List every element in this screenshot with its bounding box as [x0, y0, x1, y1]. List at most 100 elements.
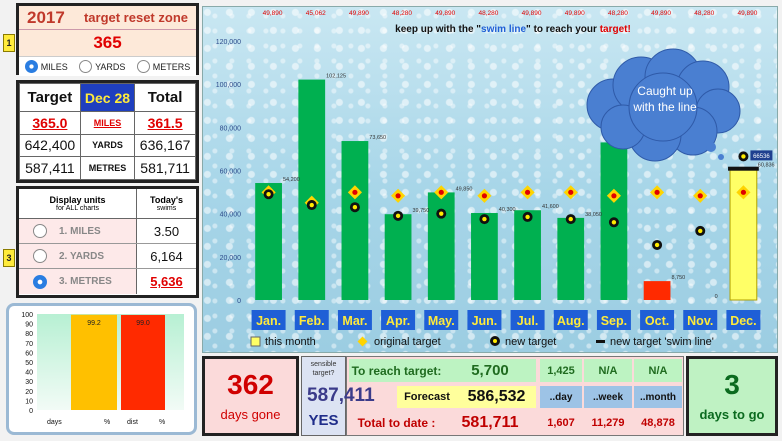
- main-chart-svg: 120,000 100,000 80,000 60,000 40,000 20,000 0 k…: [216, 10, 775, 348]
- y-tick-label: 100,000: [216, 82, 241, 89]
- new-target-marker-center: [352, 204, 358, 210]
- x-label-bg: [251, 310, 286, 330]
- y-tick-label: 0: [237, 298, 241, 305]
- mini-y-tick: 30: [25, 379, 33, 386]
- zone-tag: 1: [3, 34, 15, 52]
- units-row-metres[interactable]: 3. METRES 5,636: [19, 269, 196, 294]
- mini-bar: [121, 314, 165, 410]
- new-target-marker-center: [395, 213, 401, 219]
- rate-month-label: ..month: [634, 386, 682, 408]
- x-tick-label: Aug.: [557, 314, 585, 328]
- bar-this-month[interactable]: [427, 192, 455, 300]
- header-target: Target: [19, 83, 81, 112]
- units-radio-miles[interactable]: [33, 224, 47, 238]
- days-to-go-label: days to go: [699, 407, 765, 422]
- top-target-label: 48,280: [392, 10, 412, 17]
- bar-this-month[interactable]: [643, 281, 671, 300]
- units-radio-yards[interactable]: [33, 249, 47, 263]
- units-label-yards: 2. YARDS: [59, 250, 105, 262]
- radio-yards-label: YARDS: [95, 61, 126, 72]
- units-row-yards[interactable]: 2. YARDS 6,164: [19, 244, 196, 269]
- bar-value-label: 73,650: [369, 135, 386, 141]
- units-label-miles: 1. MILES: [59, 225, 101, 237]
- original-target-dot: [438, 189, 444, 195]
- callout-cloud-trail: [718, 154, 724, 160]
- x-label-bg: [467, 310, 502, 330]
- total-miles: 361.5: [134, 111, 196, 135]
- mini-bar-label: 99.0: [136, 320, 150, 327]
- today-yards: 6,164: [150, 248, 183, 264]
- bar-this-month[interactable]: [384, 214, 412, 300]
- radio-meters[interactable]: METERS: [136, 57, 190, 76]
- days-to-go-panel: 3 days to go: [686, 356, 778, 436]
- top-target-label: 45,062: [306, 10, 326, 17]
- radio-meters-circle[interactable]: [136, 60, 150, 73]
- new-target-marker-center: [741, 154, 746, 159]
- bar-this-month[interactable]: [255, 183, 282, 300]
- sensible-target-metres: 587,411: [307, 385, 375, 406]
- swim-line-label: 66536: [753, 154, 770, 160]
- units-row-miles[interactable]: 1. MILES 3.50: [19, 219, 196, 244]
- callout-cloud: Caught up with the line: [586, 48, 741, 162]
- radio-miles[interactable]: MILES: [24, 57, 68, 76]
- top-target-label: 49,890: [435, 10, 455, 17]
- units-label-metres: 3. METRES: [59, 276, 112, 287]
- radio-miles-circle[interactable]: [24, 60, 38, 73]
- bar-value-label: 41,600: [542, 204, 559, 210]
- x-label-bg: [553, 310, 588, 330]
- bar-this-month[interactable]: [341, 141, 369, 300]
- mini-y-tick: 40: [25, 370, 33, 377]
- bar-this-month[interactable]: [557, 217, 585, 300]
- bar-value-label: 60,836: [758, 163, 775, 169]
- bar-this-month[interactable]: [298, 79, 326, 301]
- zone-title: target reset zone: [83, 10, 188, 25]
- mini-x-label: dist: [127, 419, 138, 426]
- top-target-label: 49,890: [263, 10, 283, 17]
- new-target-marker-center: [266, 192, 271, 197]
- to-reach-value: 5,700: [444, 359, 536, 382]
- bar-value-label: 102,125: [326, 74, 346, 80]
- days-gone-label: days gone: [220, 407, 281, 422]
- zone-value[interactable]: 365: [93, 33, 122, 52]
- legend-swim-line: new target 'swim line': [610, 336, 714, 348]
- rate-week-bottom: 11,279: [591, 417, 625, 429]
- rate-day-top: 1,425: [540, 359, 582, 382]
- new-target-marker-center: [482, 216, 487, 222]
- zone-unit-radios: MILES YARDS METERS: [19, 56, 196, 76]
- new-target-marker-center: [698, 228, 703, 234]
- sensible-answer: YES: [308, 412, 339, 429]
- x-label-bg: [510, 310, 545, 330]
- original-target-dot: [524, 189, 531, 195]
- bar-this-month[interactable]: [471, 213, 498, 300]
- radio-yards-circle[interactable]: [79, 60, 93, 73]
- new-target-marker-center: [568, 216, 573, 222]
- x-label-bg: [683, 310, 718, 330]
- bar-value-label: 39,750: [412, 208, 429, 214]
- sensible-target-panel: sensible target? YES: [301, 356, 346, 436]
- new-target-marker-center: [611, 220, 617, 225]
- today-header-title: Today's: [150, 195, 183, 205]
- mini-y-tick: 60: [25, 350, 33, 357]
- bar-value-label: 0: [715, 294, 718, 300]
- callout-text-line1: Caught up: [637, 84, 693, 98]
- radio-yards[interactable]: YARDS: [79, 57, 125, 76]
- target-yards: 642,400: [19, 133, 81, 158]
- mini-y-tick: 20: [25, 389, 33, 396]
- mini-y-tick: 90: [25, 322, 33, 329]
- callout-cloud-trail: [706, 142, 716, 152]
- units-radio-metres[interactable]: [33, 274, 47, 289]
- bar-value-label: 38,050: [585, 212, 602, 218]
- legend-new-target-swatch-center: [493, 339, 497, 343]
- total-yards: 636,167: [134, 133, 196, 158]
- top-target-label: 49,890: [651, 10, 671, 17]
- legend-this-month-swatch: [250, 336, 261, 347]
- days-gone-panel: 362 days gone: [202, 356, 299, 436]
- bar-value-label: 54,200: [283, 177, 300, 183]
- bar-this-month[interactable]: [514, 210, 541, 300]
- top-target-label: 49,890: [349, 10, 369, 17]
- today-header: Today's swims: [137, 189, 196, 218]
- header-date: Dec 28: [79, 83, 136, 112]
- legend-original-swatch: [357, 336, 368, 347]
- days-gone-value: 362: [227, 369, 274, 400]
